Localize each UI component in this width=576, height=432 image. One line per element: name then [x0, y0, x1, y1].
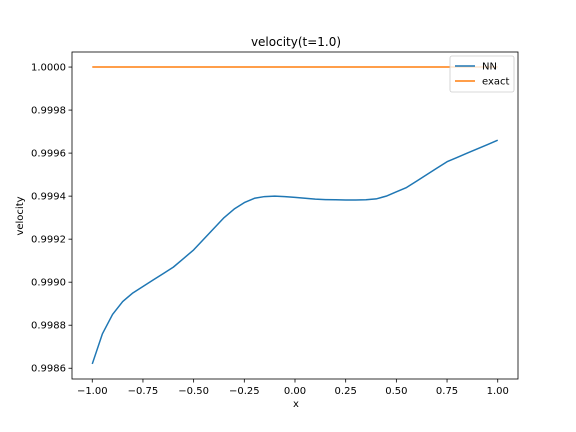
y-tick-label: 0.9996: [31, 149, 66, 160]
y-tick-label: 1.0000: [31, 63, 66, 74]
legend-label-nn: NN: [482, 62, 497, 73]
legend: NN exact: [449, 55, 515, 93]
x-tick-label: 1.00: [487, 386, 509, 397]
x-tick-label: 0.75: [436, 386, 458, 397]
x-tick-label: −1.00: [77, 386, 108, 397]
y-tick-label: 0.9998: [31, 106, 66, 117]
x-tick-label: −0.25: [229, 386, 260, 397]
x-tick-label: 0.00: [284, 386, 306, 397]
legend-label-exact: exact: [482, 77, 510, 88]
series-line-nn: [91, 139, 499, 365]
y-tick-label: 0.9990: [31, 278, 66, 289]
x-axis-label: x: [293, 399, 299, 410]
y-tick-label: 0.9986: [31, 364, 66, 375]
x-tick-label: −0.50: [178, 386, 209, 397]
y-tick-label: 0.9994: [31, 192, 66, 203]
x-tick-label: 0.50: [385, 386, 407, 397]
legend-box: [449, 55, 515, 93]
y-tick-label: 0.9992: [31, 235, 66, 246]
y-axis-label: velocity: [15, 196, 26, 235]
y-tick-label: 0.9988: [31, 321, 66, 332]
x-tick-label: 0.25: [335, 386, 357, 397]
plot-area: −1.00 −0.75 −0.50 −0.25 0.00 0.25 0.50 0.75 1.00…: [31, 51, 519, 397]
chart-title: velocity(t=1.0): [251, 35, 341, 49]
x-tick-label: −0.75: [128, 386, 159, 397]
